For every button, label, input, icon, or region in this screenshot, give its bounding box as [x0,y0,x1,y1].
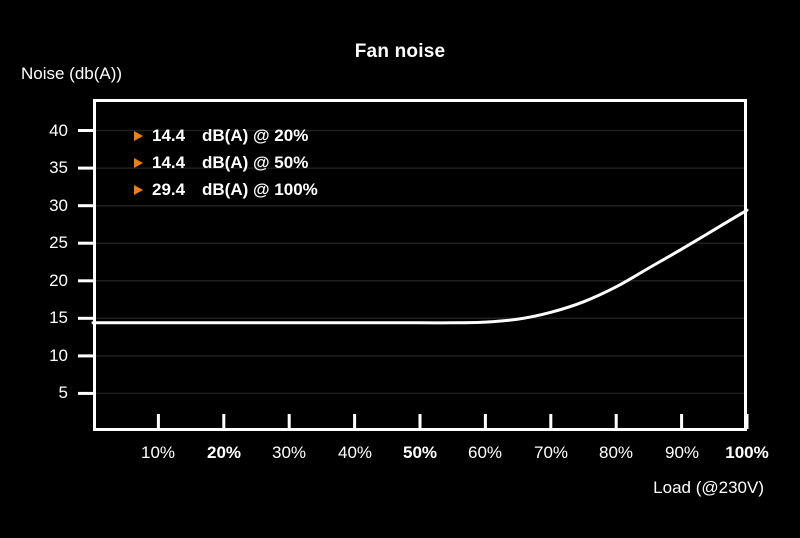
legend-item-1: 14.4 dB(A) @ 20% [134,126,318,146]
y-tick-label-25: 25 [49,233,68,252]
y-tick-label-5: 5 [58,383,68,402]
legend-right-triangle-icon [134,131,143,141]
y-axis-title: Noise (db(A)) [21,64,123,83]
x-tick-label-70%: 70% [533,443,569,462]
legend-value: 14.4 [152,153,186,172]
y-tick-label-15: 15 [49,308,68,327]
x-tick-label-20%: 20% [206,443,242,462]
x-tick-label-50%: 50% [402,443,438,462]
legend-item-2: 14.4 dB(A) @ 50% [134,153,318,173]
legend-value: 29.4 [152,180,186,199]
legend-label: dB(A) @ 50% [202,153,309,172]
y-tick-label-10: 10 [49,346,68,365]
y-tick-label-20: 20 [49,271,68,290]
legend-value: 14.4 [152,126,186,145]
x-tick-label-90%: 90% [664,443,700,462]
x-tick-label-10%: 10% [140,443,176,462]
plot-border [93,99,747,431]
y-tick-label-40: 40 [49,121,68,140]
x-axis-title: Load (@230V) [653,478,764,497]
y-tick-label-35: 35 [49,158,68,177]
legend-label: dB(A) @ 100% [202,180,318,199]
x-tick-label-80%: 80% [598,443,634,462]
legend-label: dB(A) @ 20% [202,126,309,145]
x-tick-label-30%: 30% [271,443,307,462]
legend-item-3: 29.4 dB(A) @ 100% [134,180,318,200]
x-tick-label-60%: 60% [467,443,503,462]
x-tick-label-40%: 40% [337,443,373,462]
x-tick-label-100%: 100% [725,443,769,462]
legend: 14.4 dB(A) @ 20% 14.4 dB(A) @ 50% 29.4 dB(A) … [134,126,318,207]
fan-noise-curve [91,208,749,325]
legend-right-triangle-icon [134,185,143,195]
legend-right-triangle-icon [134,158,143,168]
y-tick-label-30: 30 [49,196,68,215]
chart-title: Fan noise [354,41,446,62]
